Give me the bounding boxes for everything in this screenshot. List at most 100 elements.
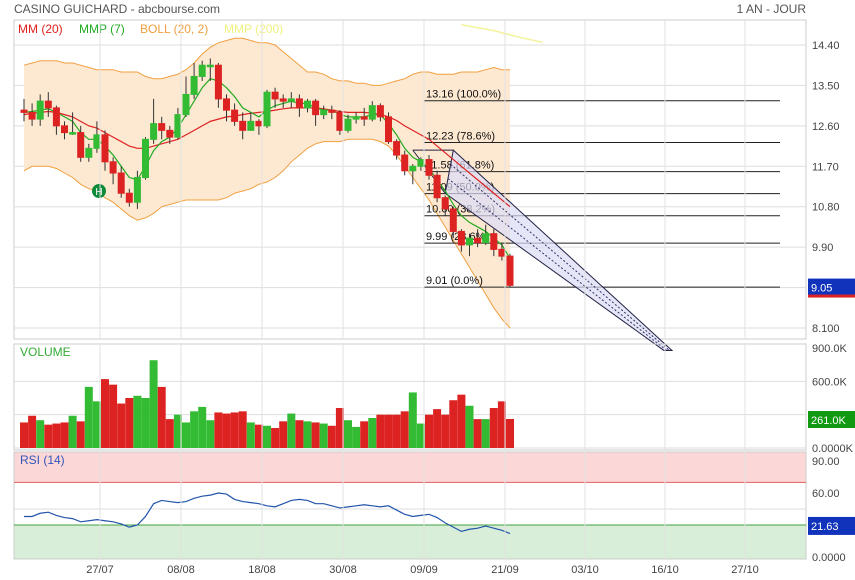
candle-body <box>223 98 230 111</box>
candle-body <box>142 138 149 179</box>
candle-body <box>166 129 174 138</box>
volume-bar <box>20 422 28 448</box>
chart-title: CASINO GUICHARD - abcbourse.com <box>14 2 220 16</box>
candle-body <box>466 237 473 246</box>
volume-tick-label: 900.0K <box>812 343 848 355</box>
volume-bar <box>473 419 482 448</box>
candle-body <box>206 64 214 68</box>
volume-bar <box>149 360 158 448</box>
volume-bar <box>425 414 433 448</box>
candle-body <box>182 93 190 116</box>
volume-bar <box>279 421 288 448</box>
volume-bar <box>489 408 498 448</box>
volume-bar <box>481 419 490 448</box>
volume-bar <box>271 428 280 448</box>
price-panel: 14.40 13.50 12.60 11.70 10.80 9.90 8.100 13.16 … <box>13 19 855 351</box>
candle-body <box>77 132 85 158</box>
candle-body <box>474 237 482 244</box>
bollinger-band <box>24 38 510 329</box>
mmp200-line <box>461 24 543 44</box>
candle-body <box>336 111 344 131</box>
fibonacci-label: 12.23 (78.6%) <box>426 130 495 142</box>
volume-bar <box>449 400 458 448</box>
volume-bar <box>303 421 312 448</box>
volume-bar <box>101 379 109 448</box>
candle-body <box>239 120 247 131</box>
volume-bar <box>416 423 425 448</box>
volume-tick-label: 600.0K <box>812 376 848 388</box>
candle-body <box>352 116 360 120</box>
rsi-line <box>24 492 511 535</box>
price-tick-label: 11.70 <box>812 161 839 173</box>
volume-bar <box>206 420 215 448</box>
volume-bar <box>28 415 37 448</box>
volume-bar <box>497 401 506 448</box>
candle-body <box>190 75 198 95</box>
price-tick-label: 8.100 <box>812 323 840 335</box>
volume-bar <box>368 418 377 448</box>
candle-body <box>36 100 44 120</box>
date-tick-label: 27/10 <box>731 564 759 576</box>
candle-body <box>304 100 311 109</box>
candle-body <box>441 197 449 210</box>
volume-panel: VOLUME 900.0K 600.0K 0.0000K 261.0K <box>13 343 855 455</box>
candle-body <box>449 208 457 232</box>
volume-bar <box>360 421 369 448</box>
candle-body <box>433 174 441 199</box>
date-tick-label: 18/08 <box>248 564 276 576</box>
volume-bar <box>117 403 126 448</box>
candle-body <box>295 98 303 109</box>
volume-bar <box>230 412 239 448</box>
price-tick-label: 14.40 <box>812 40 840 52</box>
candle-body <box>506 255 514 286</box>
fibonacci-label: 9.99 (23.6%) <box>426 231 489 243</box>
date-tick-label: 08/08 <box>167 564 195 576</box>
candle-body <box>344 118 352 131</box>
volume-bar <box>506 419 514 448</box>
volume-bar <box>84 386 93 448</box>
candle-body <box>271 91 279 100</box>
volume-bar <box>125 398 134 448</box>
candle-body <box>498 248 506 257</box>
candle-body <box>425 159 433 176</box>
fibonacci-label: 9.01 (0.0%) <box>426 275 483 287</box>
volume-bar <box>441 414 450 448</box>
candle-body <box>214 64 222 100</box>
legend-boll: BOLL (20, 2) <box>140 22 208 36</box>
volume-bar <box>165 419 174 448</box>
candle-body <box>44 100 52 109</box>
candle-body <box>52 107 60 127</box>
period-label[interactable]: 1 AN - JOUR <box>737 2 807 16</box>
volume-bar <box>384 414 393 448</box>
candle-body <box>401 154 409 172</box>
candle-body <box>85 147 93 158</box>
volume-bar <box>465 405 474 448</box>
volume-bar <box>173 414 182 448</box>
rsi-tick-label: 90.00 <box>812 456 840 468</box>
h-marker-icon <box>92 183 106 198</box>
candle-body <box>263 91 271 127</box>
candle-body <box>109 161 117 174</box>
rsi-panel: RSI (14) 90.00 60.00 0.0000 21.63 <box>13 451 855 564</box>
rsi-title: RSI (14) <box>20 453 65 467</box>
candle-body <box>376 105 384 118</box>
volume-frame <box>13 343 807 451</box>
candle-body <box>457 230 465 246</box>
rsi-tick-label: 60.00 <box>812 488 840 500</box>
date-axis: 27/07 08/08 18/08 30/08 09/09 21/09 03/10 16/10… <box>86 20 759 576</box>
volume-bar <box>198 406 207 448</box>
candle-body <box>117 172 125 194</box>
volume-bar <box>433 409 442 448</box>
volume-bar <box>400 411 409 448</box>
volume-badge <box>808 411 855 428</box>
volume-bar <box>246 422 255 448</box>
candle-body <box>174 114 182 138</box>
volume-last-value: 261.0K <box>811 415 847 427</box>
price-tick-label: 10.80 <box>812 202 840 214</box>
volume-bar <box>214 412 223 448</box>
volume-bar <box>157 386 166 448</box>
volume-bar <box>287 413 296 448</box>
candle-body <box>61 125 68 134</box>
volume-bar <box>92 401 101 448</box>
date-tick-label: 21/09 <box>491 564 519 576</box>
